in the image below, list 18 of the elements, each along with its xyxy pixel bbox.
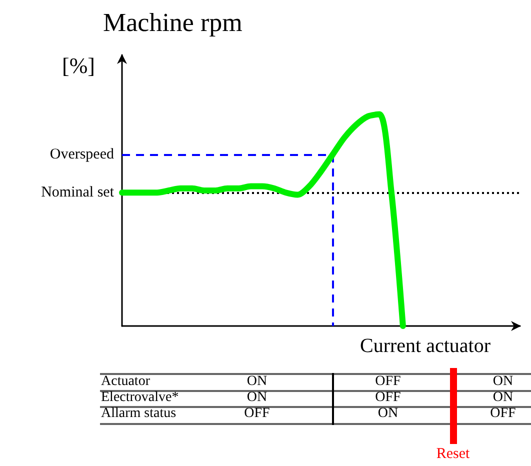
text: ON bbox=[246, 390, 268, 405]
text: OFF bbox=[375, 374, 401, 389]
chart-title: Machine rpm bbox=[103, 8, 242, 37]
text: Electrovalve* bbox=[101, 390, 179, 405]
text: Reset bbox=[436, 446, 470, 462]
x-axis-title: Current actuator bbox=[360, 335, 490, 357]
text: OFF bbox=[244, 406, 270, 421]
ref-line-label: Nominal set bbox=[41, 184, 115, 201]
text: OFF bbox=[490, 406, 516, 421]
text: ON bbox=[246, 374, 268, 389]
text: Actuator bbox=[101, 374, 150, 389]
text: ON bbox=[378, 406, 398, 421]
text: Allarm status bbox=[101, 406, 176, 421]
text: ON bbox=[492, 390, 514, 405]
text: OFF bbox=[375, 390, 401, 405]
text: ON bbox=[492, 374, 514, 389]
ref-line-label: Overspeed bbox=[50, 146, 114, 163]
y-axis-title: [%] bbox=[62, 53, 95, 78]
